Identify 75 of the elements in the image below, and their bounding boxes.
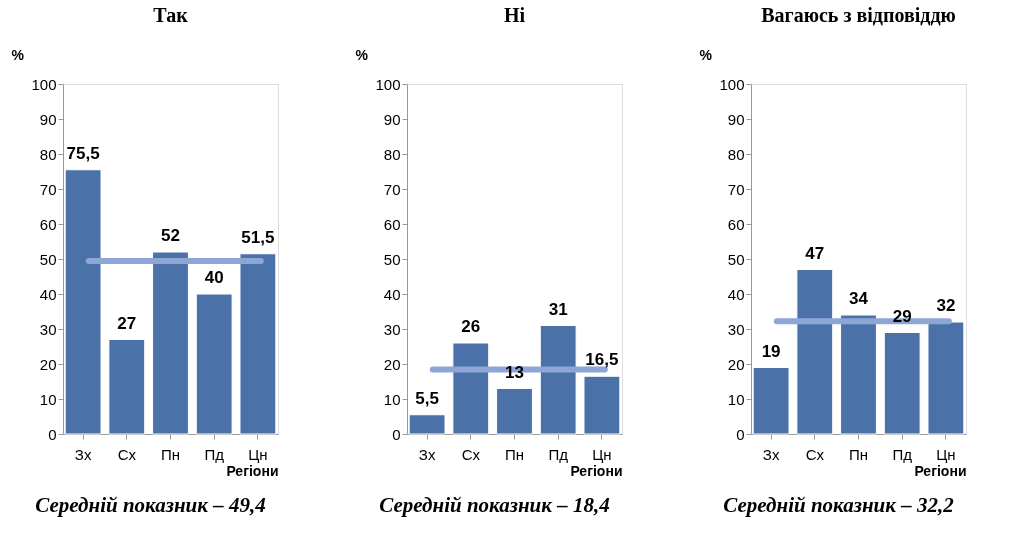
chart-title: Так: [153, 4, 189, 26]
x-tick-label: Пд: [204, 445, 225, 463]
y-tick-label: 40: [727, 285, 745, 303]
x-axis-title: Регіони: [226, 462, 279, 479]
y-tick-label: 20: [727, 355, 745, 373]
data-label: 32: [936, 296, 956, 315]
x-tick-label: Зх: [74, 445, 92, 463]
data-label: 75,5: [66, 143, 100, 163]
y-tick-label: 40: [39, 285, 57, 303]
y-tick-label: 30: [727, 320, 745, 338]
data-label: 29: [892, 306, 912, 326]
y-tick-label: 70: [39, 180, 57, 198]
data-label: 5,5: [415, 388, 439, 408]
y-tick-label: 80: [39, 145, 57, 163]
data-label: 19: [761, 341, 781, 361]
y-tick-label: 0: [736, 425, 745, 443]
y-tick-label: 10: [727, 390, 745, 408]
x-tick-label: Пд: [892, 445, 913, 463]
y-tick-label: 60: [383, 215, 401, 233]
data-label: 13: [505, 362, 524, 382]
x-axis-title: Регіони: [570, 462, 623, 479]
y-tick-label: 50: [39, 250, 57, 268]
y-axis-title: %: [699, 46, 713, 63]
x-tick-label: Зх: [762, 445, 780, 463]
y-tick-label: 60: [39, 215, 57, 233]
chart-title: Ні: [503, 4, 526, 26]
x-tick-label: Цн: [248, 445, 268, 463]
data-label: 16,5: [585, 350, 619, 370]
x-tick-label: Сх: [117, 445, 137, 463]
data-label: 26: [461, 317, 481, 336]
x-tick-label: Цн: [592, 445, 612, 463]
y-tick-label: 90: [727, 110, 745, 128]
y-axis-title: %: [355, 46, 369, 63]
y-tick-label: 80: [727, 145, 745, 163]
x-tick-label: Зх: [418, 445, 436, 463]
y-tick-label: 0: [392, 425, 401, 443]
data-label: 47: [805, 243, 825, 263]
data-label: 51,5: [241, 227, 275, 247]
y-tick-label: 20: [39, 355, 57, 373]
data-label: 27: [117, 313, 137, 333]
y-tick-label: 10: [383, 390, 401, 408]
x-tick-label: Сх: [805, 445, 825, 463]
x-tick-label: Пд: [548, 445, 569, 463]
y-tick-label: 100: [31, 75, 57, 93]
data-label: 52: [161, 226, 180, 245]
x-tick-label: Пн: [848, 445, 869, 463]
text: Середній показник – 49,4: [35, 493, 266, 517]
y-tick-label: 30: [39, 320, 57, 338]
x-tick-label: Пн: [160, 445, 181, 463]
x-tick-label: Пн: [504, 445, 525, 463]
x-axis-title: Регіони: [914, 462, 967, 479]
y-tick-label: 90: [39, 110, 57, 128]
y-tick-label: 100: [719, 75, 745, 93]
y-tick-label: 0: [48, 425, 57, 443]
chart-title: Вагаюсь з відповіддю: [761, 4, 956, 26]
y-tick-label: 100: [375, 75, 401, 93]
y-tick-label: 50: [727, 250, 745, 268]
text: Середній показник – 32,2: [723, 493, 955, 517]
y-tick-label: 70: [383, 180, 401, 198]
y-tick-label: 40: [383, 285, 401, 303]
data-label: 31: [548, 299, 568, 319]
x-tick-label: Цн: [936, 445, 956, 463]
x-tick-label: Сх: [461, 445, 481, 463]
data-label: 34: [849, 289, 869, 308]
y-tick-label: 60: [727, 215, 745, 233]
y-tick-label: 20: [383, 355, 401, 373]
y-tick-label: 50: [383, 250, 401, 268]
y-tick-label: 80: [383, 145, 401, 163]
text: Середній показник – 18,4: [379, 493, 610, 517]
y-tick-label: 10: [39, 390, 57, 408]
y-tick-label: 90: [383, 110, 401, 128]
y-tick-label: 70: [727, 180, 745, 198]
data-label: 40: [204, 268, 224, 287]
y-axis-title: %: [11, 46, 25, 63]
y-tick-label: 30: [383, 320, 401, 338]
